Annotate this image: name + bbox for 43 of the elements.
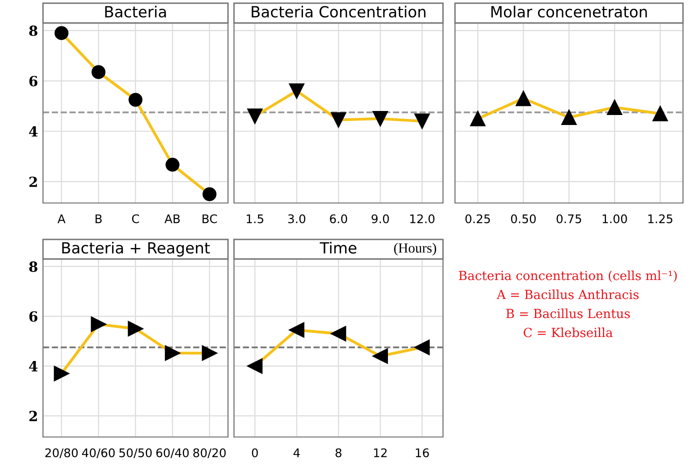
x-tick-label: 0.50 <box>511 214 536 224</box>
x-tick-label: 12.0 <box>410 214 434 224</box>
x-tick-label: 80/20 <box>193 448 226 458</box>
text: B = Bacillus Lentus <box>506 308 630 318</box>
text: C = Klebseilla <box>524 328 613 338</box>
text: A = Bacillus Anthracis <box>496 290 639 300</box>
y-tick-label: 4 <box>29 126 38 137</box>
y-tick-label: 2 <box>29 410 37 422</box>
x-tick-label: 1.5 <box>246 214 264 224</box>
chart-subtitle: (Hours) <box>394 242 436 256</box>
x-tick-label: 4 <box>294 448 300 458</box>
x-tick-label: 1.25 <box>648 214 672 224</box>
x-tick-label: 0.25 <box>465 214 490 224</box>
x-tick-label: 1.00 <box>602 214 627 224</box>
y-tick-label: 6 <box>29 76 38 86</box>
y-tick-label: 4 <box>29 361 38 372</box>
x-tick-label: 20/80 <box>45 448 78 458</box>
x-tick-label: AB <box>164 214 180 224</box>
x-tick-label: 16 <box>416 448 429 458</box>
chart-title: Time <box>320 242 356 254</box>
y-tick-label: 8 <box>29 26 38 36</box>
x-tick-label: 50/50 <box>119 448 152 458</box>
x-tick-label: 9.0 <box>372 214 389 224</box>
x-tick-label: BC <box>202 214 217 224</box>
x-tick-label: C <box>132 214 139 224</box>
x-tick-label: 3.0 <box>288 214 306 224</box>
x-tick-label: 60/40 <box>156 448 189 458</box>
x-tick-label: 6.0 <box>330 214 348 224</box>
y-tick-label: 2 <box>29 176 37 187</box>
chart-title: Bacteria Concentration <box>252 6 426 18</box>
x-tick-label: B <box>96 214 102 224</box>
x-tick-label: 8 <box>336 448 342 458</box>
text: Bacteria concentration (cells ml⁻¹) <box>458 270 677 282</box>
x-tick-label: 0.75 <box>556 214 582 224</box>
y-tick-label: 8 <box>29 261 38 272</box>
x-tick-label: 0 <box>252 448 258 458</box>
chart-title: Molar concenetraton <box>491 6 647 18</box>
x-tick-label: 40/60 <box>82 448 115 458</box>
x-tick-label: 12 <box>374 448 387 458</box>
chart-title: Bacteria <box>105 6 166 18</box>
chart-title: Bacteria + Reagent <box>62 242 210 257</box>
x-tick-label: A <box>58 214 66 224</box>
y-tick-label: 6 <box>29 311 38 322</box>
